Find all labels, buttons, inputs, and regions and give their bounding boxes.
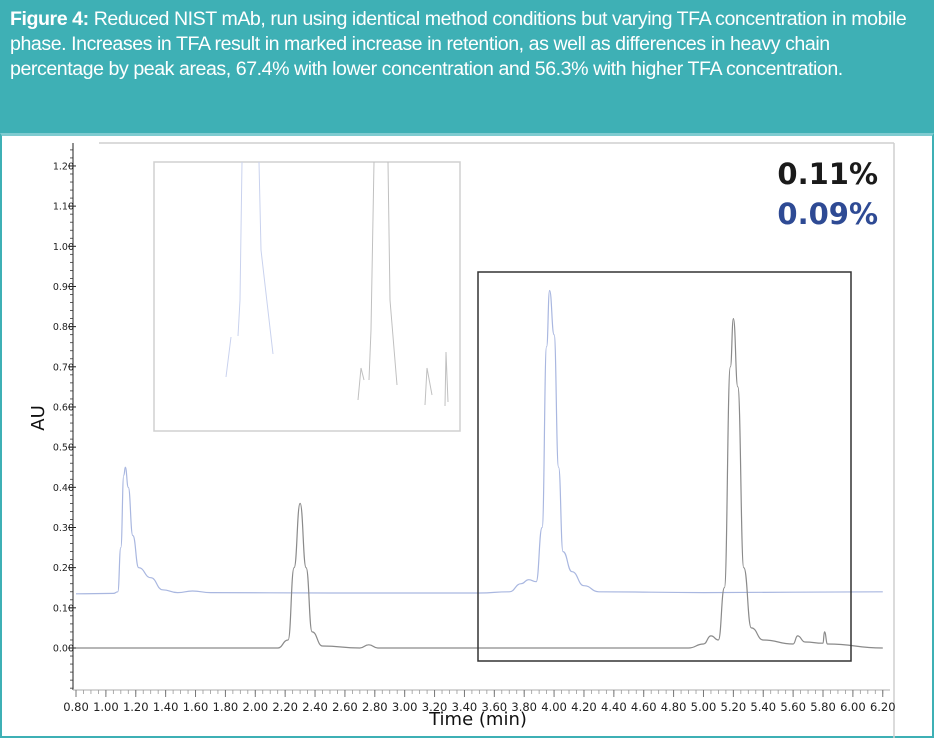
y-axis-label: AU xyxy=(28,405,49,431)
x-tick-label: 1.80 xyxy=(213,700,239,714)
y-tick-label: 0.90 xyxy=(53,282,74,293)
y-tick-label: 0.40 xyxy=(53,483,74,494)
x-tick-label: 4.20 xyxy=(571,700,597,714)
trace-low-tfa xyxy=(75,289,883,595)
figure-caption: Figure 4: Reduced NIST mAb, run using id… xyxy=(0,0,934,133)
inset-trace-segment xyxy=(258,161,274,355)
y-tick-label: 0.00 xyxy=(53,644,74,655)
percent-annotation-blue: 0.09% xyxy=(777,197,878,231)
percent-annotation-black: 0.11% xyxy=(777,157,878,191)
figure-caption-text: Reduced NIST mAb, run using identical me… xyxy=(10,8,907,80)
x-tick-label: 5.20 xyxy=(721,700,747,714)
x-tick-label: 4.00 xyxy=(541,700,567,714)
y-tick-label: 0.30 xyxy=(53,523,74,534)
x-tick-label: 3.00 xyxy=(392,700,418,714)
x-tick-label: 5.00 xyxy=(691,700,717,714)
x-tick-label: 3.40 xyxy=(452,700,478,714)
x-tick-label: 3.20 xyxy=(422,700,448,714)
x-tick-label: 4.80 xyxy=(661,700,687,714)
y-tick-label: 0.70 xyxy=(53,362,74,373)
x-tick-label: 5.80 xyxy=(810,700,836,714)
y-tick-label: 1.00 xyxy=(53,242,74,253)
y-tick-label: 1.10 xyxy=(53,202,74,213)
x-tick-label: 2.40 xyxy=(302,700,328,714)
x-tick-label: 4.40 xyxy=(601,700,627,714)
inset-trace-segment xyxy=(444,351,449,407)
figure-label: Figure 4: xyxy=(10,8,89,30)
x-axis-label: Time (min) xyxy=(428,709,527,730)
x-tick-label: 1.00 xyxy=(93,700,119,714)
inset-trace-segment xyxy=(368,161,375,381)
x-tick-label: 6.00 xyxy=(840,700,866,714)
y-tick-label: 0.50 xyxy=(53,443,74,454)
x-tick-label: 4.60 xyxy=(631,700,657,714)
x-tick-label: 2.20 xyxy=(272,700,298,714)
trace-high-tfa xyxy=(76,317,883,649)
x-tick-label: 0.80 xyxy=(63,700,89,714)
x-tick-label: 2.80 xyxy=(362,700,388,714)
inset-trace-segment xyxy=(237,161,243,337)
y-tick-label: 0.10 xyxy=(53,603,74,614)
inset-trace-segment xyxy=(357,367,365,401)
inset-trace-segment xyxy=(225,336,232,378)
zoom-region-box xyxy=(477,271,852,662)
inset-trace-segment xyxy=(424,367,433,406)
x-tick-label: 1.20 xyxy=(123,700,149,714)
traces xyxy=(75,289,883,649)
x-tick-label: 5.60 xyxy=(780,700,806,714)
x-tick-label: 6.20 xyxy=(870,700,896,714)
x-tick-label: 3.80 xyxy=(511,700,537,714)
y-tick-label: 0.60 xyxy=(53,402,74,413)
axes: 0.00 0.10 0.20 0.30 0.40 0.50 0.60 0.70 0.80 0.90… xyxy=(53,143,896,714)
y-tick-label: 0.20 xyxy=(53,563,74,574)
y-tick-label: 0.80 xyxy=(53,322,74,333)
x-tick-label: 2.60 xyxy=(332,700,358,714)
x-tick-label: 1.60 xyxy=(183,700,209,714)
inset-trace-segment xyxy=(387,161,398,386)
inset-traces xyxy=(225,161,449,407)
x-tick-label: 2.00 xyxy=(242,700,268,714)
y-tick-label: 1.20 xyxy=(53,161,74,172)
x-tick-label: 1.40 xyxy=(153,700,179,714)
x-tick-label: 5.40 xyxy=(750,700,776,714)
x-tick-label: 3.60 xyxy=(482,700,508,714)
inset-box xyxy=(153,161,461,432)
